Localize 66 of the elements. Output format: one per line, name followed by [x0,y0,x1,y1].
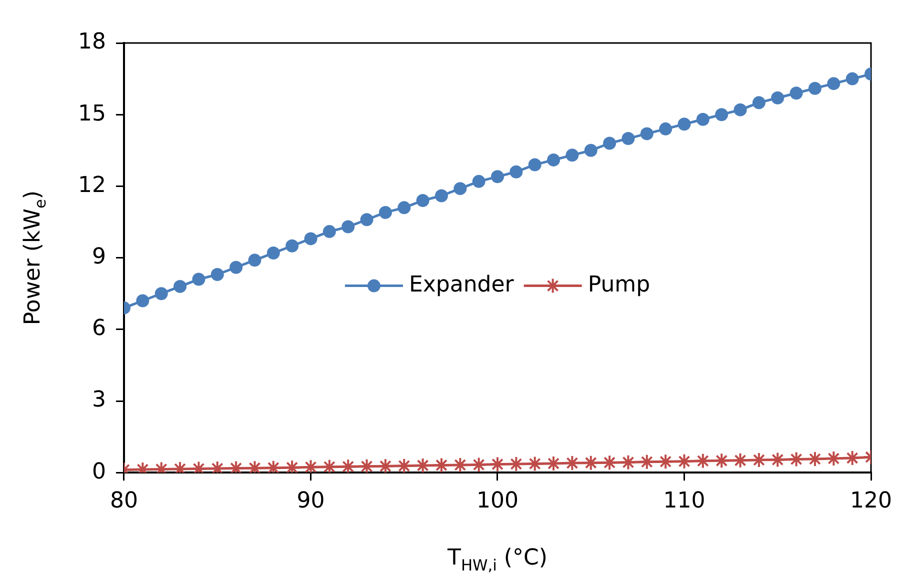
point [566,148,579,162]
point [490,170,504,184]
y-axis-title: Power (kWe) [20,190,50,326]
y-tick-label: 18 [78,30,106,55]
point [603,136,616,150]
point [526,456,543,472]
y-tick-label: 3 [92,388,106,413]
point [210,268,224,282]
point [136,294,150,308]
point [788,451,804,468]
point [696,112,710,126]
legend-label: Expander [408,272,515,298]
point [770,452,786,468]
point [266,246,280,260]
point [640,127,654,140]
point [342,220,355,234]
x-tick-label: 110 [663,488,706,514]
point [358,458,375,473]
point [304,232,318,246]
point [808,82,822,95]
y-tick-label: 6 [92,316,106,342]
x-tick-label: 120 [850,488,892,514]
point [230,260,243,274]
point [771,91,784,104]
point [470,456,487,473]
point [489,456,506,472]
point [454,182,467,196]
y-tick-label: 9 [92,244,106,270]
point [433,457,450,473]
point [360,213,374,226]
x-tick-label: 80 [110,488,138,514]
legend-label: Pump [588,272,650,298]
point [192,272,206,286]
x-tick-label: 90 [296,488,325,514]
point [602,454,618,471]
x-tick-label: 100 [476,488,518,514]
point [620,454,636,470]
point [472,174,486,188]
y-tick-label: 12 [78,172,106,198]
point [378,206,392,219]
point [846,72,859,86]
point [528,158,542,172]
point [734,103,747,116]
point [584,144,598,157]
point [377,458,394,473]
point [547,153,560,166]
point [622,132,635,145]
point [302,459,319,473]
point [322,225,336,238]
point [286,239,299,252]
point [510,165,523,178]
point [790,86,803,100]
point [827,77,840,90]
point [676,453,692,470]
point [434,189,448,202]
y-tick-label: 15 [78,101,106,126]
point [398,201,411,214]
point [248,254,262,267]
point [416,194,430,208]
point [678,118,691,131]
point [715,108,728,122]
point [752,96,766,110]
y-tick-label: 0 [92,459,106,484]
point [154,287,168,300]
point [174,280,187,293]
point [659,122,672,136]
